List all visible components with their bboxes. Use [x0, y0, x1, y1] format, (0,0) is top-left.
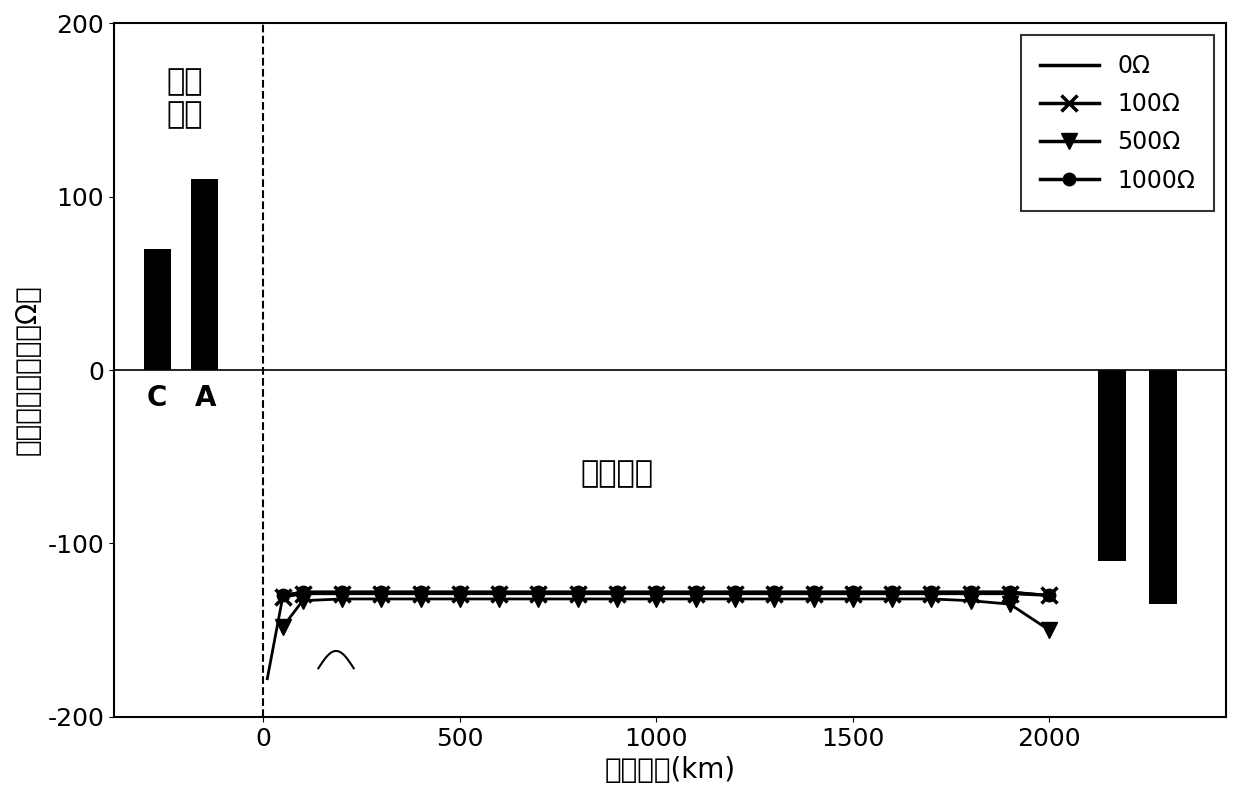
Bar — [1099, 370, 1126, 561]
X-axis label: 故障位置(km): 故障位置(km) — [605, 757, 735, 784]
Text: D: D — [1152, 384, 1174, 412]
Text: A: A — [195, 384, 216, 412]
Legend: 0Ω, 100Ω, 500Ω, 1000Ω: 0Ω, 100Ω, 500Ω, 1000Ω — [1021, 35, 1214, 211]
Text: C: C — [148, 384, 167, 412]
Bar — [191, 180, 218, 370]
Bar — [1149, 370, 1177, 604]
Text: 正向故障: 正向故障 — [580, 460, 653, 488]
Text: 反向
故障: 反向 故障 — [166, 67, 203, 129]
Bar — [144, 249, 171, 370]
Y-axis label: 暂态阱抗变化値（Ω）: 暂态阱抗变化値（Ω） — [14, 285, 42, 456]
Text: B: B — [1101, 384, 1122, 412]
